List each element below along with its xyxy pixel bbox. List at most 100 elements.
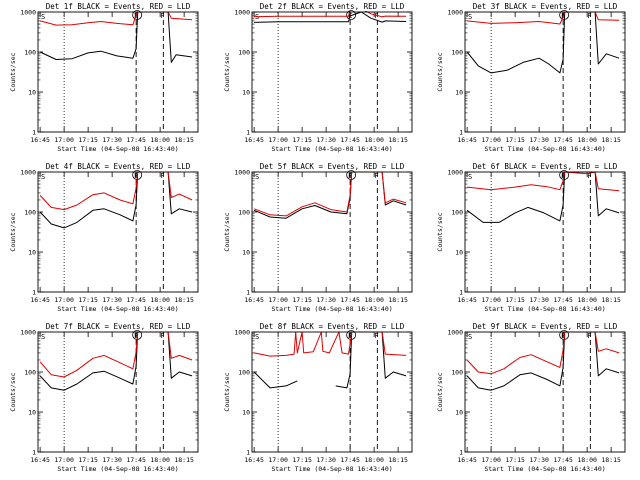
series-line-events (466, 171, 620, 223)
x-axis-label: Start Time (04-Sep-08 16:43:40) (484, 305, 605, 313)
panel-det-5: Det 5f BLACK = Events, RED = LLD Counts/s… (223, 162, 413, 313)
panel-title: Det 5f BLACK = Events, RED = LLD (260, 162, 405, 171)
plot-frame (464, 11, 626, 133)
panel-det-6: Det 6f BLACK = Events, RED = LLD Counts/s… (436, 162, 626, 313)
x-tick-label: 17:45 (126, 296, 146, 304)
x-tick-label: 17:45 (553, 456, 573, 464)
x-tick-label: 17:15 (78, 456, 98, 464)
series-group (39, 171, 193, 229)
y-axis-label: Counts/sec (436, 52, 444, 91)
y-tick-label: 100 (24, 209, 36, 217)
marker-label: F (374, 172, 378, 180)
panel-title: Det 1f BLACK = Events, RED = LLD (46, 2, 191, 11)
series-line-events (254, 11, 407, 23)
x-tick-label: 17:45 (340, 136, 360, 144)
x-tick-label: 17:45 (340, 296, 360, 304)
marker-label: F (587, 172, 591, 180)
marker-label: S (468, 173, 472, 181)
x-tick-label: 17:45 (126, 136, 146, 144)
series-group (466, 331, 620, 391)
panel-title: Det 4f BLACK = Events, RED = LLD (46, 162, 191, 171)
y-tick-label: 100 (24, 49, 36, 57)
y-tick-label: 1 (32, 289, 36, 297)
x-tick-label: 17:00 (481, 456, 501, 464)
marker-label: F (160, 172, 164, 180)
x-tick-label: 16:45 (457, 136, 477, 144)
plot-frame (37, 331, 199, 453)
series-line-events (466, 11, 620, 74)
x-tick-label: 18:00 (150, 136, 170, 144)
marker-label: S (468, 333, 472, 341)
panel-det-9: Det 9f BLACK = Events, RED = LLD Counts/s… (436, 322, 626, 473)
series-line-events (39, 331, 193, 391)
x-tick-label: 16:45 (244, 136, 264, 144)
x-axis-label: Start Time (04-Sep-08 16:43:40) (271, 465, 392, 473)
y-axis-label: Counts/sec (9, 52, 17, 91)
series-line-lld (254, 331, 407, 357)
series-line-events (253, 171, 407, 219)
series-group (466, 11, 620, 74)
x-tick-label: 18:15 (601, 296, 621, 304)
marker-label: E (134, 12, 138, 20)
y-axis-label: Counts/sec (223, 212, 231, 251)
y-tick-label: 1000 (234, 9, 250, 17)
x-tick-label: 17:00 (481, 296, 501, 304)
x-tick-label: 16:45 (244, 296, 264, 304)
series-line-events (466, 331, 620, 391)
panel-det-2: Det 2f BLACK = Events, RED = LLD Counts/s… (223, 2, 413, 153)
x-tick-label: 17:45 (553, 296, 573, 304)
x-tick-label: 18:00 (364, 296, 384, 304)
y-tick-label: 1000 (447, 9, 463, 17)
x-tick-label: 18:15 (174, 296, 194, 304)
x-tick-label: 17:15 (292, 456, 312, 464)
plot-frame (251, 171, 413, 293)
x-axis-label: Start Time (04-Sep-08 16:43:40) (484, 145, 605, 153)
x-axis-label: Start Time (04-Sep-08 16:43:40) (271, 305, 392, 313)
x-tick-label: 17:15 (78, 136, 98, 144)
marker-label: S (41, 13, 45, 21)
x-tick-label: 17:30 (529, 136, 549, 144)
panels-container: Det 1f BLACK = Events, RED = LLD Counts/s… (9, 2, 626, 473)
x-tick-label: 18:00 (577, 456, 597, 464)
x-tick-label: 17:00 (268, 456, 288, 464)
x-tick-label: 18:15 (388, 136, 408, 144)
x-tick-label: 17:00 (268, 136, 288, 144)
marker-label: S (255, 173, 259, 181)
x-tick-label: 18:00 (364, 136, 384, 144)
plot-frame (251, 331, 413, 453)
y-axis-label: Counts/sec (436, 372, 444, 411)
x-tick-label: 16:45 (30, 136, 50, 144)
series-group (253, 171, 407, 219)
series-line-lld (253, 171, 407, 217)
x-tick-label: 18:15 (601, 456, 621, 464)
x-axis-label: Start Time (04-Sep-08 16:43:40) (57, 465, 178, 473)
series-line-lld (39, 11, 193, 26)
series-line-events (39, 171, 193, 229)
x-axis-label: Start Time (04-Sep-08 16:43:40) (57, 145, 178, 153)
plot-frame (464, 171, 626, 293)
x-tick-label: 17:00 (481, 136, 501, 144)
x-tick-label: 16:45 (30, 296, 50, 304)
y-axis-label: Counts/sec (223, 52, 231, 91)
y-tick-label: 10 (455, 409, 463, 417)
series-line-lld (254, 11, 407, 18)
marker-label: E (134, 172, 138, 180)
series-line-lld (467, 11, 620, 25)
series-group (39, 11, 193, 63)
y-tick-label: 1 (32, 449, 36, 457)
panel-det-1: Det 1f BLACK = Events, RED = LLD Counts/s… (9, 2, 199, 153)
x-tick-label: 18:15 (388, 296, 408, 304)
y-tick-label: 10 (242, 249, 250, 257)
x-tick-label: 17:00 (268, 296, 288, 304)
marker-label: E (561, 332, 565, 340)
x-tick-label: 16:45 (457, 296, 477, 304)
x-tick-label: 17:30 (529, 456, 549, 464)
x-tick-label: 17:30 (529, 296, 549, 304)
marker-label: F (587, 332, 591, 340)
x-tick-label: 17:45 (553, 136, 573, 144)
marker-label: E (348, 332, 352, 340)
x-tick-label: 17:15 (292, 296, 312, 304)
y-tick-label: 1000 (20, 9, 36, 17)
